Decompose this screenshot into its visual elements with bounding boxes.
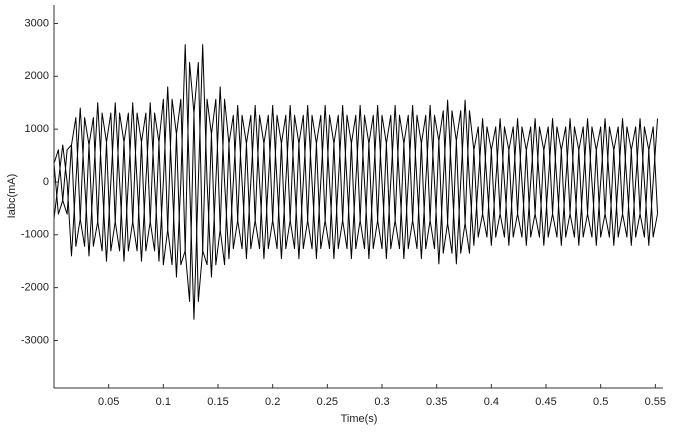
x-tick-label: 0.5 (593, 396, 608, 408)
y-tick-label: 3000 (25, 17, 49, 29)
x-tick-label: 0.35 (426, 396, 447, 408)
x-tick-label: 0.3 (374, 396, 389, 408)
x-tick-label: 0.45 (535, 396, 556, 408)
y-tick-label: -3000 (21, 334, 49, 346)
y-axis-label: Iabc(mA) (6, 174, 18, 219)
x-tick-label: 0.05 (98, 396, 119, 408)
y-tick-label: -2000 (21, 282, 49, 294)
y-tick-label: 0 (43, 176, 49, 188)
y-tick-label: -1000 (21, 229, 49, 241)
x-tick-label: 0.1 (156, 396, 171, 408)
x-tick-label: 0.4 (484, 396, 499, 408)
x-tick-label: 0.55 (645, 396, 666, 408)
series-line (53, 61, 659, 302)
x-tick-label: 0.15 (207, 396, 228, 408)
series-line (53, 61, 659, 302)
x-tick-label: 0.25 (317, 396, 338, 408)
x-axis-label: Time(s) (341, 413, 378, 425)
series-line (53, 44, 659, 320)
x-tick-label: 0.2 (265, 396, 280, 408)
y-tick-label: 2000 (25, 70, 49, 82)
y-tick-label: 1000 (25, 123, 49, 135)
